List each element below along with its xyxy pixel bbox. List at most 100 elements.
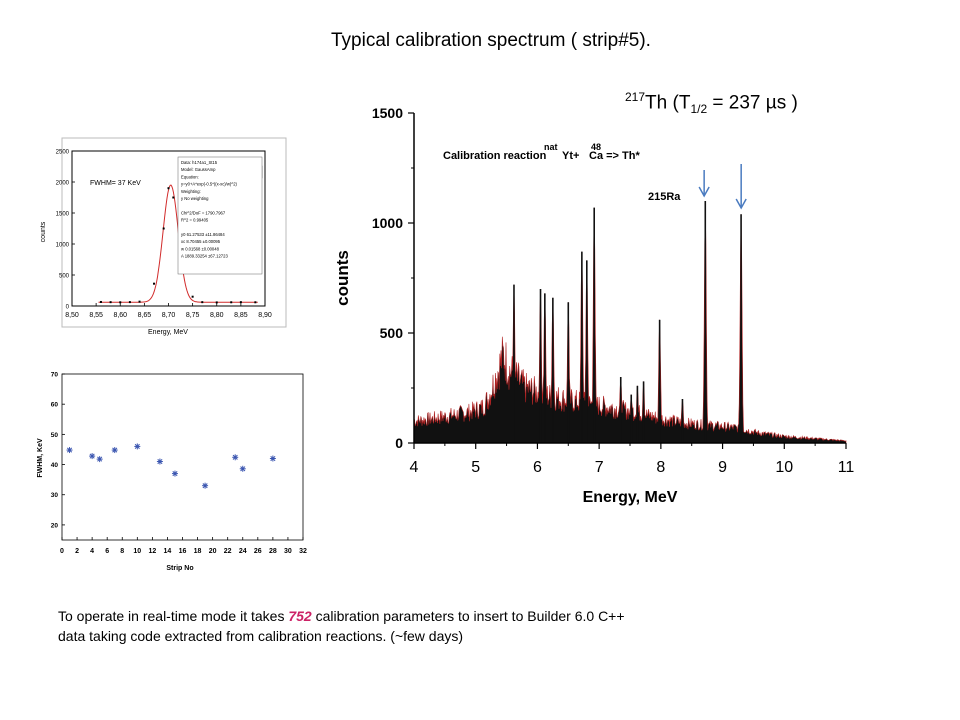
fwhm-x-tick-label-16: 32: [299, 548, 307, 555]
fit-param-line-4: Weighting:: [181, 189, 201, 194]
fwhm-point-8: [232, 454, 239, 461]
fit-y-tick-label-2: 1000: [56, 243, 70, 249]
fwhm-y-tick-label-5: 70: [51, 372, 59, 379]
fit-x-tick-label-7: 8,85: [234, 312, 248, 319]
fit-y-tick-label-5: 2500: [56, 150, 70, 156]
fit-y-tick-label-4: 2000: [56, 181, 70, 187]
y-tick-label-0: 0: [395, 435, 403, 451]
fit-param-line-8: R^2 = 0.99405: [181, 218, 209, 223]
fwhm-annotation: FWHM= 37 KeV: [90, 180, 141, 187]
fwhm-point-1: [89, 453, 96, 460]
fit-point-1: [109, 301, 112, 304]
x-tick-label-6: 10: [775, 459, 793, 476]
x-tick-label-5: 9: [718, 459, 727, 476]
spectrum-area: [413, 200, 847, 444]
reaction-product-label: Ca => Th*: [589, 150, 640, 162]
fwhm-x-tick-label-8: 16: [179, 548, 187, 555]
x-tick-label-7: 11: [838, 459, 855, 476]
fit-y-tick-label-0: 0: [66, 305, 70, 311]
fit-point-10: [191, 295, 194, 298]
fwhm-x-tick-label-15: 30: [284, 548, 292, 555]
slide-title: Typical calibration spectrum ( strip#5).: [331, 30, 651, 51]
fit-param-line-10: y0 61.27533 ±11.86484: [181, 232, 225, 237]
fwhm-point-3: [111, 447, 118, 454]
fwhm-point-6: [171, 470, 178, 477]
y-tick-label-2: 1000: [372, 215, 403, 231]
x-tick-label-2: 6: [533, 459, 542, 476]
reaction-nat-label: nat: [544, 142, 558, 152]
fit-x-axis-label: Energy, MeV: [148, 329, 188, 336]
fwhm-y-axis-label: FWHM, KeV: [37, 438, 44, 478]
reaction-label: Calibration reaction: [443, 150, 547, 162]
fwhm-point-10-stroke-3: [270, 455, 276, 462]
fwhm-x-tick-label-12: 24: [239, 548, 247, 555]
fwhm-y-tick-label-4: 60: [51, 402, 59, 409]
fwhm-x-tick-label-6: 12: [148, 548, 156, 555]
fit-y-tick-label-3: 1500: [56, 212, 70, 218]
fwhm-point-0-stroke-3: [66, 447, 73, 453]
x-tick-label-0: 4: [410, 459, 419, 476]
fit-chart-border: [61, 137, 287, 328]
fit-param-line-7: Chi^2/DoF = 1790.7967: [181, 210, 226, 215]
x-axis-label: Energy, MeV: [583, 489, 678, 506]
fit-y-tick-label-1: 500: [59, 274, 70, 280]
fit-param-line-13: A 1889.33254 ±67.12723: [181, 254, 228, 259]
x-tick-label-3: 7: [595, 459, 604, 476]
fit-x-tick-label-0: 8,50: [65, 312, 79, 319]
fwhm-x-tick-label-0: 0: [60, 548, 64, 555]
fwhm-point-3-stroke-3: [112, 447, 118, 453]
fwhm-x-tick-label-5: 10: [133, 548, 141, 555]
fit-point-11: [201, 301, 204, 304]
fit-y-axis-label: counts: [40, 221, 47, 242]
fit-x-tick-label-3: 8,65: [138, 312, 152, 319]
fit-point-6: [162, 227, 165, 230]
fwhm-x-tick-label-7: 14: [164, 548, 172, 555]
fit-point-8: [172, 196, 175, 199]
fit-point-2: [119, 301, 122, 304]
fit-param-line-3: y=y0+A*exp(-0.5*((x-xc)/w)^2): [181, 182, 238, 187]
fwhm-point-2-stroke-3: [97, 456, 103, 462]
peak-215ra-label: 215Ra: [648, 191, 681, 203]
fit-point-13: [230, 301, 233, 304]
fwhm-point-7: [202, 482, 209, 489]
fwhm-x-tick-label-9: 18: [194, 548, 202, 555]
footnote-part-1: To operate in real-time mode it takes: [58, 608, 289, 624]
isotope-mass-number: 217: [625, 90, 646, 104]
fwhm-x-tick-label-13: 26: [254, 548, 262, 555]
fwhm-point-8-stroke-3: [232, 454, 238, 460]
fit-params-box: [177, 156, 263, 275]
fit-param-line-11: xc 8.70455 ±0.00095: [181, 239, 221, 244]
isotope-element: Th: [645, 92, 668, 114]
y-tick-label-3: 1500: [372, 105, 403, 121]
y-axis-label: counts: [333, 250, 352, 306]
fwhm-point-5-stroke-3: [157, 458, 163, 465]
fit-x-tick-label-6: 8,80: [210, 312, 224, 319]
fwhm-point-5: [156, 458, 163, 465]
reaction-target-label: Yt+: [562, 150, 579, 162]
fit-x-tick-label-4: 8,70: [162, 312, 176, 319]
fwhm-point-6-stroke-3: [172, 471, 178, 477]
fit-x-tick-label-5: 8,75: [186, 312, 200, 319]
fit-param-line-12: w 0.01568 ±0.00048: [181, 246, 220, 251]
fwhm-point-4: [134, 443, 141, 450]
x-tick-label-4: 8: [656, 459, 665, 476]
fwhm-point-9: [239, 465, 246, 472]
fwhm-x-tick-label-1: 2: [75, 548, 79, 555]
isotope-halflife-label: 217Th (T1/2 = 237 µs ): [625, 90, 798, 116]
x-tick-label-1: 5: [471, 459, 480, 476]
fit-x-tick-label-1: 8,55: [89, 312, 103, 319]
fit-x-tick-label-8: 8,90: [258, 312, 272, 319]
fwhm-x-axis-label: Strip No: [166, 565, 193, 572]
fwhm-x-tick-label-4: 8: [120, 548, 124, 555]
fit-point-14: [239, 301, 242, 304]
fwhm-x-tick-label-10: 20: [209, 548, 217, 555]
footnote-number: 752: [288, 608, 312, 624]
fwhm-x-tick-label-14: 28: [269, 548, 277, 555]
fwhm-point-4-stroke-3: [134, 443, 140, 449]
footnote: To operate in real-time mode it takes 75…: [58, 606, 625, 646]
fit-param-line-5: y No weighting: [181, 196, 209, 201]
fit-point-3: [128, 301, 131, 304]
